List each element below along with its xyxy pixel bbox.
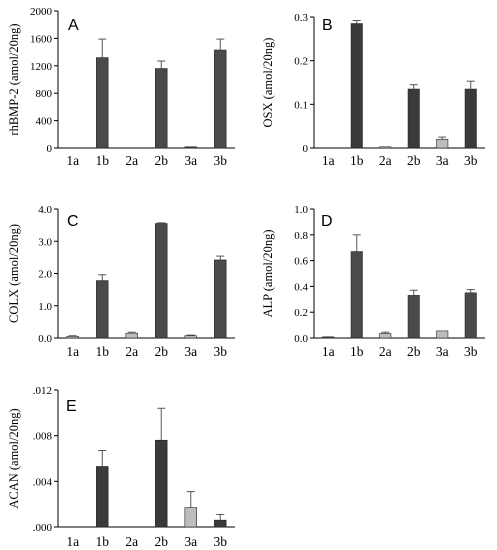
bar-2a — [379, 146, 392, 149]
y-tick-label: 0.6 — [294, 256, 308, 268]
panel-d: 0.0 0.2 0.4 0.6 0.8 1.0 1a 1b 2a 2b 3a 3b D ALP (amol… — [261, 204, 485, 359]
bar-3b — [214, 519, 227, 528]
y-tick-label: 1.0 — [294, 204, 308, 216]
panel-e: .000 .004 .008 .012 1a 1b 2a 2b 3a 3b E ACAN (amol/… — [7, 385, 235, 549]
category-label: 1a — [66, 153, 79, 168]
category-label: 3a — [436, 344, 449, 359]
y-tick-label: .004 — [33, 476, 53, 488]
bar-2a — [379, 333, 392, 339]
bar-3b — [464, 292, 477, 339]
category-label: 1b — [96, 344, 110, 359]
bar-1a — [322, 336, 335, 339]
y-axis-label: ALP (amol/20ng) — [261, 229, 275, 317]
panel-letter: A — [68, 17, 79, 34]
y-tick-label: 0 — [303, 143, 309, 155]
bar-2a — [125, 332, 138, 339]
bar-3a — [184, 146, 197, 149]
category-label: 2b — [407, 153, 421, 168]
y-tick-label: 2000 — [30, 6, 53, 18]
y-tick-label: 0.2 — [294, 56, 308, 68]
y-tick-label: 0 — [47, 143, 53, 155]
panel-letter: B — [322, 17, 333, 34]
bar-1b — [350, 23, 363, 149]
y-axis-label: COLX (amol/20ng) — [7, 224, 21, 323]
category-label: 2b — [155, 344, 169, 359]
bar-3a — [436, 330, 449, 339]
y-tick-label: 800 — [36, 88, 53, 100]
category-label: 1b — [96, 153, 110, 168]
category-label: 3b — [214, 534, 228, 549]
category-label: 3b — [464, 344, 478, 359]
bar-1b — [350, 251, 363, 339]
y-tick-label: 400 — [36, 116, 53, 128]
y-tick-label: 3.0 — [38, 236, 52, 248]
category-label: 1b — [96, 534, 110, 549]
bar-2b — [155, 68, 168, 149]
y-tick-label: 0.1 — [294, 99, 308, 111]
bar-1a — [66, 336, 79, 339]
panel-a: 0 400 800 1200 1600 2000 1a 1b 2a 2b 3a 3b ArhBMP-2 … — [7, 6, 235, 168]
category-label: 1b — [350, 153, 364, 168]
panel-letter: E — [66, 398, 77, 415]
y-axis-label: OSX (amol/20ng) — [261, 38, 275, 128]
category-label: 1b — [350, 344, 364, 359]
category-label: 2b — [155, 153, 169, 168]
panel-c: 0.0 1.0 2.0 3.0 4.0 1a 1b 2a 2b 3a 3b C COLX (amol/2… — [7, 204, 235, 359]
panel-letter: C — [67, 213, 79, 230]
category-label: 2a — [379, 153, 392, 168]
category-label: 3b — [214, 344, 228, 359]
panel-b: 0 0.1 0.2 0.3 1a 1b 2a 2b 3a 3b B OSX (amol/20ng) — [261, 12, 485, 168]
y-axis-label: rhBMP-2 (amol/20ng) — [7, 23, 21, 135]
bar-3b — [464, 88, 477, 149]
y-tick-label: 0.8 — [294, 230, 308, 242]
y-tick-label: 0.4 — [294, 281, 308, 293]
bar-1b — [96, 280, 109, 339]
category-label: 3b — [464, 153, 478, 168]
category-label: 2a — [125, 344, 138, 359]
panel-letter: D — [321, 213, 333, 230]
y-tick-label: 2.0 — [38, 269, 52, 281]
bar-2b — [407, 88, 420, 149]
bar-3a — [184, 335, 197, 339]
y-tick-label: 0.3 — [294, 12, 308, 24]
category-label: 3b — [214, 153, 228, 168]
bar-2b — [407, 295, 420, 339]
y-tick-label: 1600 — [30, 33, 53, 45]
category-label: 3a — [184, 534, 197, 549]
y-axis-label: ACAN (amol/20ng) — [7, 408, 21, 508]
category-label: 1a — [322, 153, 335, 168]
category-label: 1a — [66, 534, 79, 549]
bar-1b — [96, 466, 109, 528]
category-label: 3a — [436, 153, 449, 168]
category-label: 1a — [66, 344, 79, 359]
category-label: 2a — [379, 344, 392, 359]
bar-3b — [214, 259, 227, 339]
y-tick-label: .012 — [33, 385, 52, 397]
y-tick-label: 1.0 — [38, 301, 52, 313]
y-tick-label: .008 — [33, 431, 53, 443]
bar-3b — [214, 49, 227, 149]
bar-1b — [96, 57, 109, 149]
y-tick-label: 0.2 — [294, 307, 308, 319]
category-label: 2b — [155, 534, 169, 549]
category-label: 2b — [407, 344, 421, 359]
y-tick-label: .000 — [33, 522, 53, 534]
category-label: 3a — [184, 344, 197, 359]
bar-2b — [155, 223, 168, 339]
bar-3a — [184, 507, 197, 528]
y-tick-label: 0.0 — [38, 333, 52, 345]
category-label: 1a — [322, 344, 335, 359]
y-tick-label: 1200 — [30, 61, 53, 73]
y-tick-label: 4.0 — [38, 204, 52, 216]
category-label: 3a — [184, 153, 197, 168]
bar-3a — [436, 138, 449, 149]
category-label: 2a — [125, 534, 138, 549]
y-tick-label: 0.0 — [294, 333, 308, 345]
bar-2b — [155, 439, 168, 528]
category-label: 2a — [125, 153, 138, 168]
